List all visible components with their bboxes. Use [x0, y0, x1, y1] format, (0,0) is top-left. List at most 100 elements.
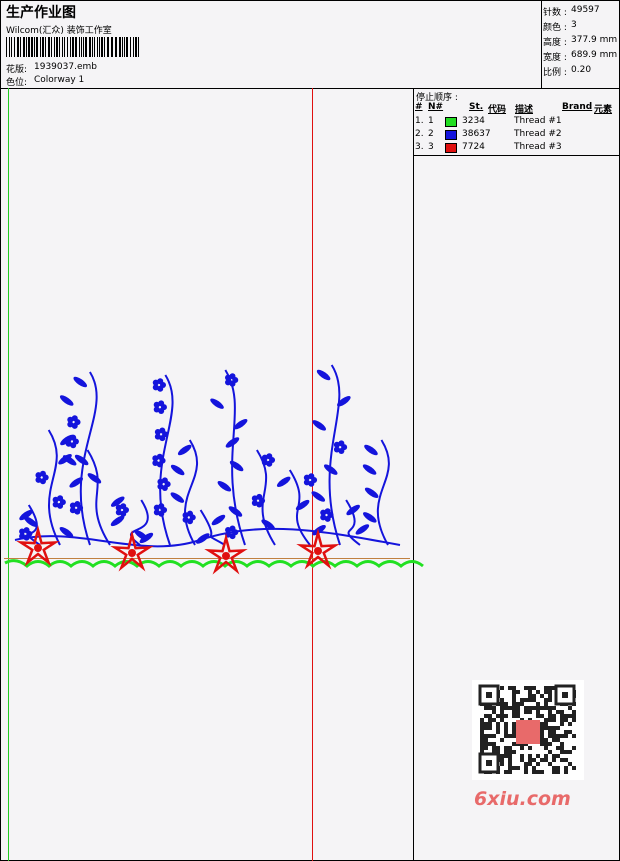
qr-cell [552, 726, 556, 730]
petal [308, 473, 315, 480]
qr-cell [512, 726, 516, 730]
qr-cell [560, 718, 564, 722]
qr-cell [540, 738, 544, 742]
qr-cell [516, 710, 520, 714]
qr-cell [504, 734, 508, 738]
embroidery [4, 364, 424, 575]
bar-stripe [67, 37, 68, 57]
petal [67, 421, 74, 428]
qr-cell [512, 690, 516, 694]
qr-cell [556, 734, 560, 738]
qr-cell [480, 746, 484, 750]
leaf [364, 444, 378, 456]
leaf [59, 395, 74, 406]
qr-cell [504, 722, 508, 726]
bar-stripe [62, 37, 63, 57]
qr-cell [552, 706, 556, 710]
qr-cell [528, 706, 532, 710]
flower [296, 528, 340, 570]
stem [184, 439, 199, 546]
qr-cell [524, 766, 528, 770]
qr-cell [500, 714, 504, 718]
row-desc: Thread #1 [514, 116, 562, 126]
qr-cell [548, 686, 552, 690]
leaf [170, 464, 185, 476]
leaf [228, 506, 243, 517]
row-number: 1 [428, 116, 434, 126]
column-header: 元素 [594, 105, 613, 115]
qr-cell [512, 702, 516, 706]
qr-cell [556, 754, 560, 758]
bar-stripe [138, 37, 139, 57]
bar-stripe [34, 37, 35, 57]
leaf [211, 514, 226, 526]
bar-stripe [97, 37, 98, 57]
leaf [363, 512, 377, 523]
bar-stripe [26, 37, 27, 57]
qr-cell [508, 762, 512, 766]
qr-cell [564, 758, 568, 762]
qr-cell [556, 710, 560, 714]
bar-stripe [42, 37, 44, 57]
qr-finder-dot [562, 692, 568, 698]
bar-stripe [135, 37, 137, 57]
bar-stripe [124, 37, 125, 57]
stem [328, 364, 341, 546]
qr-cell [508, 750, 512, 754]
qr-cell [512, 742, 516, 746]
qr-cell [508, 686, 512, 690]
leaf [74, 454, 89, 466]
qr-cell [512, 734, 516, 738]
qr-cell [500, 718, 504, 722]
qr-cell [500, 754, 504, 758]
bar-stripe [23, 37, 25, 57]
company: Wilcom(汇众) 装饰工作室 [6, 26, 112, 36]
qr-cell [520, 698, 524, 702]
qr-cell [560, 714, 564, 718]
qr-cell [540, 722, 544, 726]
petal [153, 406, 160, 413]
bar-stripe [99, 37, 100, 57]
bar-stripe [51, 37, 52, 57]
qr-cell [568, 750, 572, 754]
qr-cell [540, 770, 544, 774]
bar-stripe [54, 37, 55, 57]
qr-cell [548, 714, 552, 718]
qr-cell [556, 766, 560, 770]
qr-cell [548, 706, 552, 710]
flower [204, 533, 248, 575]
design-value: 1939037.emb [34, 62, 97, 72]
qr-cell [540, 742, 544, 746]
bar-stripe [115, 37, 117, 57]
qr-cell [568, 730, 572, 734]
bar-stripe [92, 37, 93, 57]
petal [65, 440, 72, 447]
qr-cell [536, 706, 540, 710]
bar-stripe [59, 37, 60, 57]
qr-cell [512, 694, 516, 698]
column-header: Brand [562, 102, 593, 112]
qr-cell [500, 698, 504, 702]
petal [35, 476, 42, 483]
bar-stripe [72, 37, 74, 57]
qr-cell [556, 726, 560, 730]
info-label: 颜色 : [543, 23, 567, 33]
qr-cell [540, 758, 544, 762]
qr-cell [528, 754, 532, 758]
bar-stripe [81, 37, 82, 57]
leaf [59, 527, 74, 538]
qr-cell [504, 726, 508, 730]
qr-cell [552, 766, 556, 770]
bar-stripe [20, 37, 21, 57]
leaf [355, 524, 370, 535]
qr-cell [484, 738, 488, 742]
qr-cell [520, 758, 524, 762]
qr-cell [532, 758, 536, 762]
qr-cell [484, 722, 488, 726]
qr-cell [556, 738, 560, 742]
info-label: 针数 : [543, 8, 567, 18]
qr-cell [556, 746, 560, 750]
qr-cell [548, 718, 552, 722]
leaf [210, 398, 224, 409]
qr-cell [488, 734, 492, 738]
